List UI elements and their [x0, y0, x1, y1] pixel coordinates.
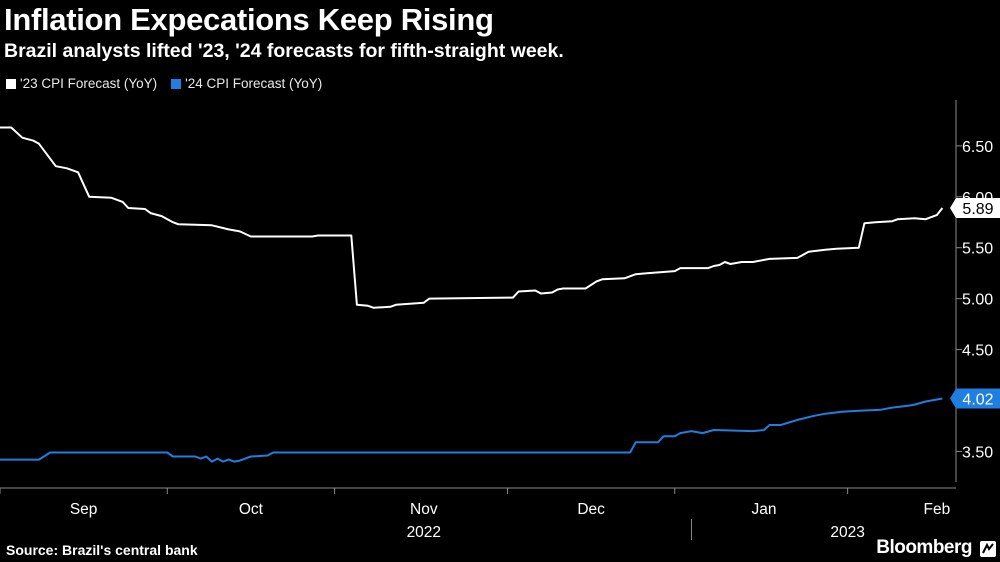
legend-label-24: '24 CPI Forecast (YoY) — [185, 76, 323, 91]
year-label: 2022 — [407, 524, 441, 541]
bloomberg-mark-icon — [980, 541, 996, 557]
legend: '23 CPI Forecast (YoY) '24 CPI Forecast … — [6, 76, 322, 91]
end-label-24: 4.02 — [962, 391, 993, 408]
legend-item-23: '23 CPI Forecast (YoY) — [6, 76, 157, 91]
end-label-tag-24 — [950, 388, 1000, 409]
chart-subtitle: Brazil analysts lifted '23, '24 forecast… — [4, 40, 564, 62]
series-line-23 — [0, 126, 944, 309]
series-line-24 — [0, 397, 943, 463]
end-label-tag-23 — [950, 197, 1000, 218]
legend-label-23: '23 CPI Forecast (YoY) — [20, 76, 158, 91]
end-label-23: 5.89 — [962, 201, 993, 218]
legend-item-24: '24 CPI Forecast (YoY) — [171, 76, 322, 91]
source-note: Source: Brazil's central bank — [6, 542, 198, 558]
legend-swatch-24 — [171, 78, 182, 89]
x-tick-label: Dec — [577, 501, 605, 518]
chart-title: Inflation Expecations Keep Rising — [4, 2, 494, 37]
y-tick-label: 5.00 — [962, 292, 993, 309]
y-tick-label: 6.50 — [962, 139, 993, 156]
x-tick-label: Oct — [239, 501, 264, 518]
y-tick-label: 3.50 — [962, 444, 993, 461]
x-tick-label: Nov — [410, 501, 438, 518]
brand-logo: Bloomberg — [876, 537, 972, 558]
y-tick-label: 4.50 — [962, 343, 993, 360]
x-tick-label: Feb — [923, 501, 950, 518]
x-tick-label: Jan — [751, 501, 776, 518]
y-tick-label: 5.50 — [962, 241, 993, 258]
year-label: 2023 — [830, 524, 864, 541]
legend-swatch-23 — [6, 78, 16, 89]
x-tick-label: Sep — [70, 501, 98, 518]
